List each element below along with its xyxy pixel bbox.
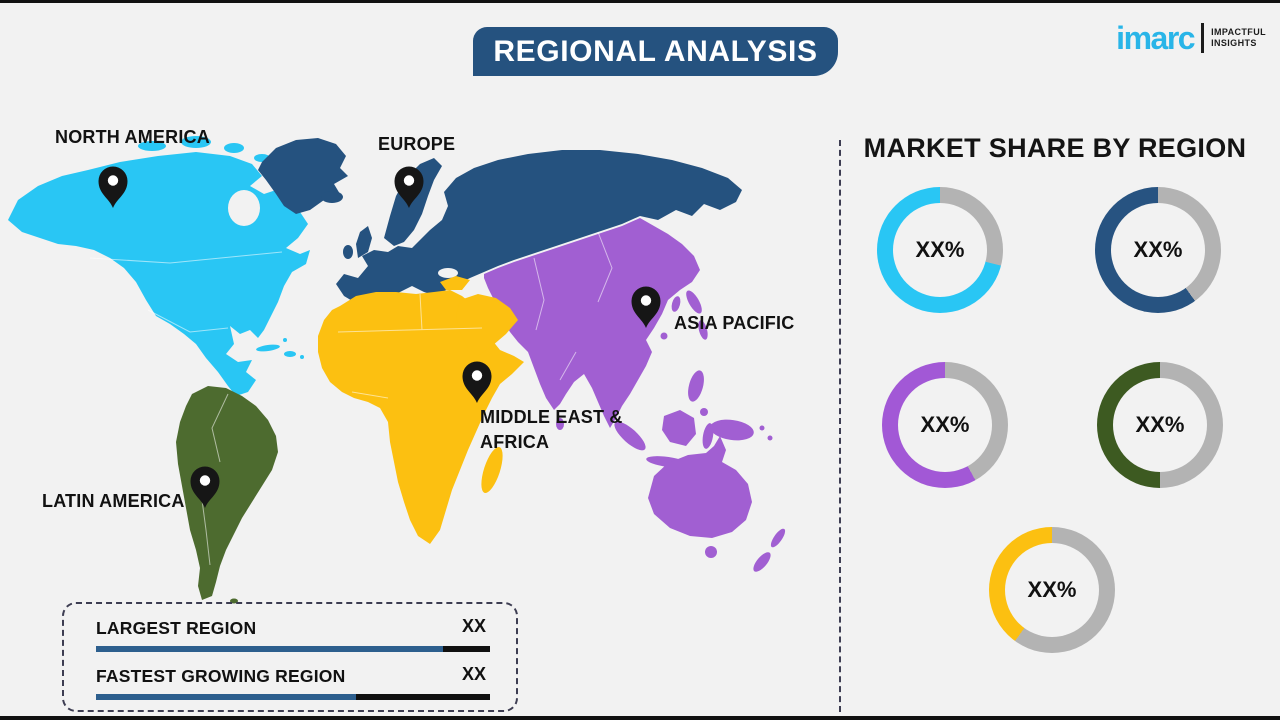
logo-tagline: IMPACTFUL INSIGHTS bbox=[1211, 27, 1266, 49]
legend-label-largest-region: LARGEST REGION bbox=[96, 618, 257, 638]
label-middle-east-africa: MIDDLE EAST & AFRICA bbox=[480, 405, 623, 455]
label-asia-pacific: ASIA PACIFIC bbox=[674, 313, 795, 333]
legend-bar-track bbox=[96, 646, 490, 652]
region-asia-pacific bbox=[484, 218, 786, 572]
logo-divider bbox=[1201, 23, 1205, 53]
donut-latin-america: XX% bbox=[1097, 362, 1223, 488]
imarc-logo: imarc IMPACTFUL INSIGHTS bbox=[1116, 22, 1266, 54]
region-middle-east-africa bbox=[318, 276, 524, 544]
donut-value-asia-pacific: XX% bbox=[920, 412, 970, 437]
label-middle-east-line1: MIDDLE EAST & bbox=[480, 407, 623, 427]
page-title: REGIONAL ANALYSIS bbox=[493, 34, 818, 68]
legend-box: LARGEST REGION XX FASTEST GROWING REGION… bbox=[62, 602, 518, 712]
donut-middle-east-africa: XX% bbox=[989, 527, 1115, 653]
legend-label-fastest-growing-region: FASTEST GROWING REGION bbox=[96, 666, 346, 686]
pin-europe bbox=[394, 166, 424, 208]
pin-latin-america bbox=[190, 466, 220, 508]
hudson-bay-water bbox=[228, 190, 260, 226]
legend-row-fastest-growing-region: FASTEST GROWING REGION XX bbox=[96, 664, 490, 704]
legend-bar-track bbox=[96, 694, 490, 700]
logo-tagline-line2: INSIGHTS bbox=[1211, 38, 1257, 48]
label-north-america: NORTH AMERICA bbox=[55, 127, 210, 147]
legend-value-fastest-growing-region: XX bbox=[461, 664, 486, 684]
region-latin-america bbox=[176, 386, 278, 604]
top-border-bar bbox=[0, 0, 1280, 3]
region-europe bbox=[258, 138, 742, 318]
donut-asia-pacific: XX% bbox=[882, 362, 1008, 488]
dashed-divider bbox=[839, 140, 841, 712]
legend-row-largest-region: LARGEST REGION XX bbox=[96, 616, 490, 656]
donut-value-middle-east-africa: XX% bbox=[1027, 577, 1077, 602]
donut-value-europe: XX% bbox=[1133, 237, 1183, 262]
logo-tagline-line1: IMPACTFUL bbox=[1211, 27, 1266, 37]
title-banner: REGIONAL ANALYSIS bbox=[473, 27, 838, 76]
legend-bar-fill bbox=[96, 694, 357, 700]
country-borders bbox=[89, 231, 613, 566]
label-latin-america: LATIN AMERICA bbox=[42, 491, 185, 511]
label-europe: EUROPE bbox=[378, 134, 456, 154]
logo-wordmark: imarc bbox=[1116, 20, 1195, 56]
legend-bar-fill bbox=[96, 646, 443, 652]
black-sea-water bbox=[438, 268, 458, 278]
label-middle-east-line2: AFRICA bbox=[480, 432, 550, 452]
pin-asia-pacific bbox=[631, 286, 661, 328]
donut-europe: XX% bbox=[1095, 187, 1221, 313]
market-share-title: MARKET SHARE BY REGION bbox=[863, 133, 1247, 163]
donut-value-latin-america: XX% bbox=[1135, 412, 1185, 437]
pin-north-america bbox=[98, 166, 128, 208]
pin-middle-east-africa bbox=[462, 361, 492, 403]
legend-value-largest-region: XX bbox=[461, 616, 486, 636]
bottom-border-bar bbox=[0, 716, 1280, 720]
donut-value-north-america: XX% bbox=[915, 237, 965, 262]
donut-north-america: XX% bbox=[877, 187, 1003, 313]
